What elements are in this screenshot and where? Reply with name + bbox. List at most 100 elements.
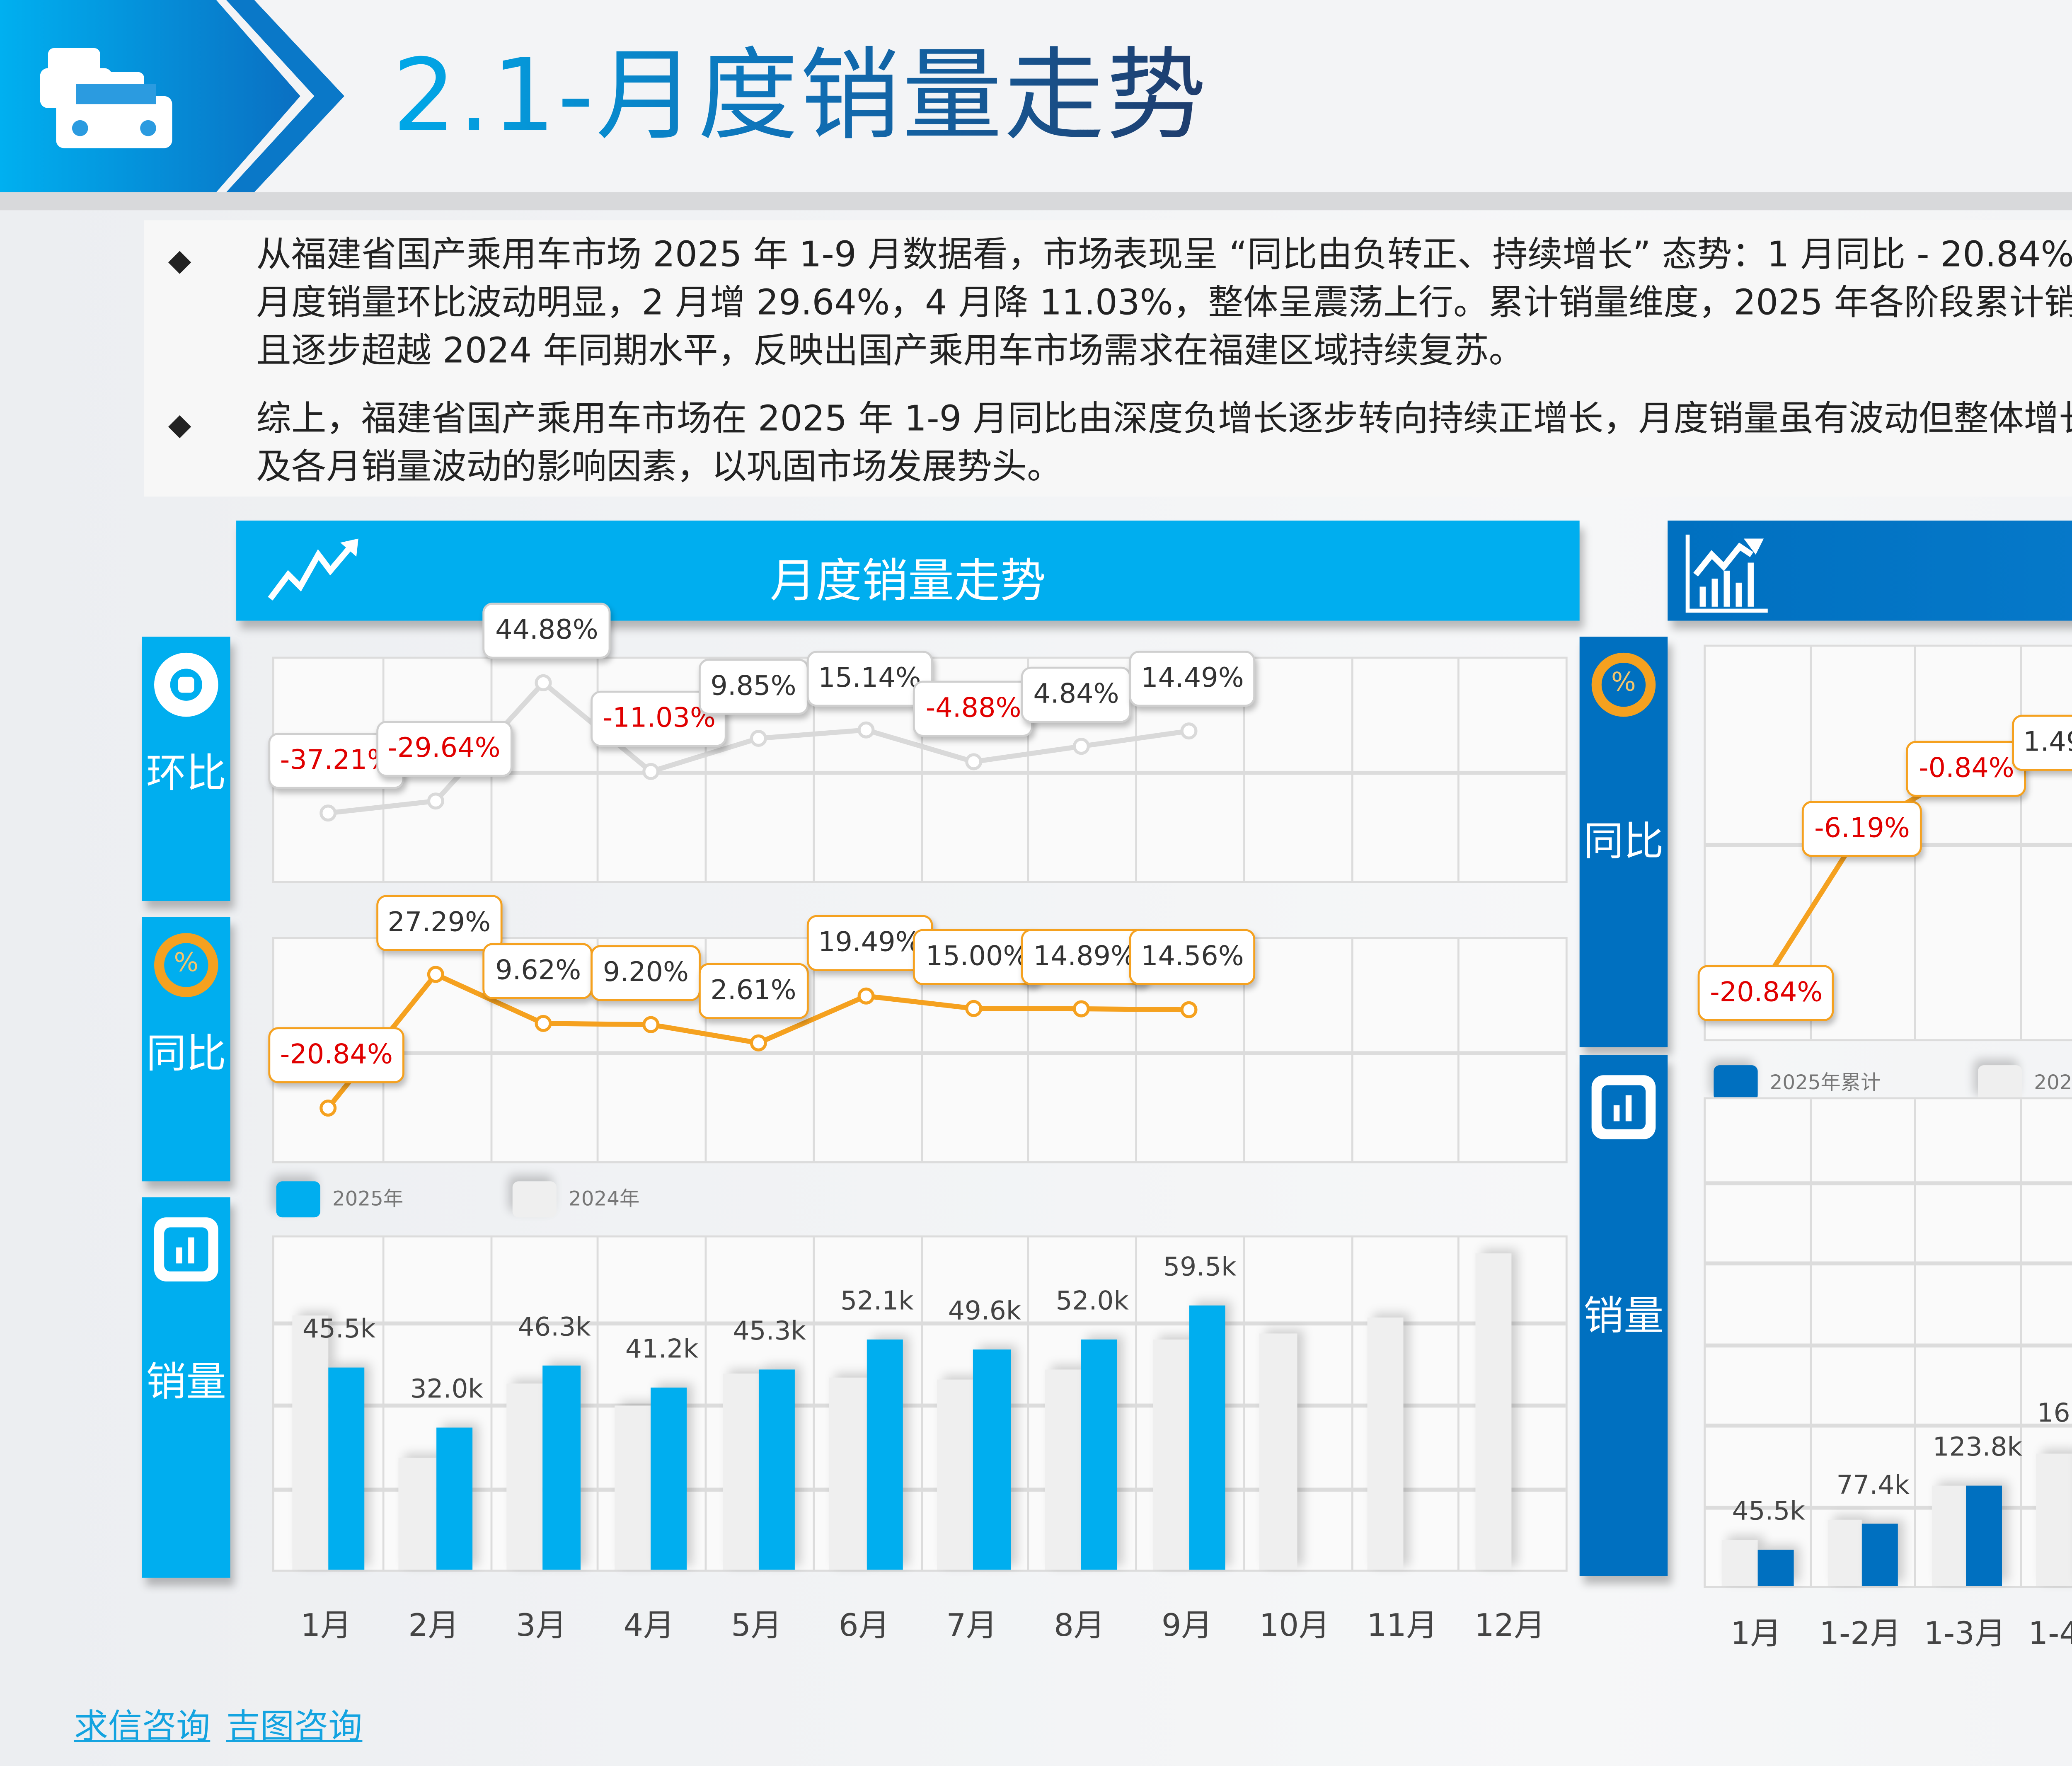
legend-swatch xyxy=(1978,1065,2022,1102)
data-label: 14.56% xyxy=(1129,930,1256,986)
side-label-yoy: 同比 xyxy=(146,1029,226,1078)
x-tick-label: 2月 xyxy=(408,1608,459,1644)
grid-line xyxy=(1706,1423,2072,1428)
bar-2024 xyxy=(2036,1454,2072,1586)
grid-line xyxy=(1706,1261,2072,1266)
data-label: 9.62% xyxy=(483,943,593,1000)
grid-line xyxy=(1027,1237,1030,1570)
grid-line xyxy=(920,1237,922,1570)
summary-box: ◆ 从福建省国产乘用车市场 2025 年 1-9 月数据看，市场表现呈 “同比由… xyxy=(144,220,2072,497)
bar-2024 xyxy=(399,1458,436,1570)
legend-swatch xyxy=(1714,1065,1758,1102)
bar-value-label: 45.3k xyxy=(733,1317,806,1347)
mom-line-chart: -37.21% -29.64% 44.88% -11.03% 9.85% 15.14% -4… xyxy=(268,603,1568,883)
bar-2025 xyxy=(1189,1306,1226,1570)
bar-value-label: 32.0k xyxy=(410,1376,483,1406)
grid-line xyxy=(489,1237,492,1570)
bar-chart-icon xyxy=(154,1217,218,1282)
header-band xyxy=(0,0,2072,192)
data-label: 15.14% xyxy=(806,650,933,706)
bar-2025 xyxy=(973,1350,1010,1570)
bar-2024 xyxy=(1827,1519,1862,1586)
bullet-2: ◆ 综上，福建省国产乘用车市场在 2025 年 1-9 月同比由深度负增长逐步转… xyxy=(168,400,2072,489)
bar-2025 xyxy=(1757,1549,1794,1586)
footer-link-jitu[interactable]: 吉图咨询 xyxy=(226,1708,363,1748)
bar-2024 xyxy=(937,1378,974,1570)
bar-2025 xyxy=(436,1428,472,1570)
data-label: 1.49% xyxy=(2011,714,2072,770)
data-label: 14.89% xyxy=(1021,928,1149,985)
side-tab-cum-sales: 销量 xyxy=(1579,1055,1668,1576)
cumulative-panel-header: 累计销量 xyxy=(1668,521,2072,621)
header-divider xyxy=(0,192,2072,211)
grid-line xyxy=(1706,1342,2072,1347)
x-tick-label: 7月 xyxy=(946,1608,997,1644)
bar-value-label: 52.0k xyxy=(1055,1287,1129,1318)
bar-2025 xyxy=(2071,1452,2072,1586)
x-tick-label: 1-4月 xyxy=(2028,1616,2072,1652)
x-tick-label: 9月 xyxy=(1161,1608,1213,1644)
monthly-x-axis: 1月 2月 3月 4月 5月 6月 7月 8月 9月 10月 11月 12月 xyxy=(272,1602,1564,1650)
legend-swatch xyxy=(512,1181,557,1218)
bar-2024 xyxy=(614,1405,651,1570)
page-title: 2.1-月度销量走势 xyxy=(392,36,1208,156)
bar-2025 xyxy=(1967,1485,2002,1586)
data-label: 14.49% xyxy=(1129,651,1256,707)
percent-icon: % xyxy=(1591,652,1656,717)
x-tick-label: 5月 xyxy=(731,1608,782,1644)
x-tick-label: 1-3月 xyxy=(1924,1616,2006,1652)
bar-2024 xyxy=(506,1383,543,1570)
data-label: -20.84% xyxy=(268,1028,405,1084)
bar-2024 xyxy=(291,1315,328,1570)
grid-line xyxy=(274,1050,1566,1054)
data-label: -4.88% xyxy=(913,681,1034,738)
legend-2025-cum: 2025年累计 xyxy=(1714,1065,1881,1102)
data-label: 4.84% xyxy=(1021,666,1131,722)
grid-line xyxy=(1350,1237,1353,1570)
bar-chart-icon xyxy=(1591,1075,1656,1139)
grid-line xyxy=(1706,1180,2072,1185)
bar-2024 xyxy=(1722,1539,1758,1586)
x-tick-label: 1月 xyxy=(300,1608,352,1644)
x-tick-label: 6月 xyxy=(838,1608,890,1644)
grid-line xyxy=(812,1237,815,1570)
grid-line xyxy=(274,1487,1566,1491)
data-label: -0.84% xyxy=(1907,740,2026,797)
x-tick-label: 1-2月 xyxy=(1819,1616,1901,1652)
grid-line xyxy=(1135,1237,1138,1570)
side-label-cum-yoy: 同比 xyxy=(1583,817,1664,865)
bar-2024 xyxy=(1045,1369,1082,1570)
footer-links: 求信咨询 吉图咨询 xyxy=(74,1698,378,1748)
cumulative-x-axis: 1月1-2月1-3月1-4月1-5月1-6月1-7月1-8月1-9月1-10月1… xyxy=(1704,1610,2072,1654)
bar-value-label: 165.0k xyxy=(2037,1400,2072,1430)
cars-icon xyxy=(40,48,172,148)
side-tab-mom: 环比 xyxy=(142,637,230,901)
growth-chart-icon xyxy=(1685,534,1768,613)
grid-line xyxy=(274,1320,1566,1325)
footer-link-qiuxin[interactable]: 求信咨询 xyxy=(74,1708,211,1748)
bar-value-label: 45.5k xyxy=(1732,1497,1805,1527)
bar-2024 xyxy=(1475,1252,1512,1570)
grid-line xyxy=(1242,1237,1245,1570)
legend-2024: 2024年 xyxy=(512,1181,639,1218)
side-label-sales: 销量 xyxy=(146,1357,226,1406)
grid-line xyxy=(274,770,1566,774)
data-label: -29.64% xyxy=(375,721,513,777)
bar-2025 xyxy=(328,1368,365,1570)
x-tick-label: 1月 xyxy=(1730,1616,1782,1652)
data-label: 2.61% xyxy=(698,963,808,1019)
bar-2024 xyxy=(1931,1485,1967,1586)
data-label: -6.19% xyxy=(1802,800,1922,857)
data-label: 9.85% xyxy=(698,658,808,715)
bar-2024 xyxy=(722,1374,759,1570)
bar-2024 xyxy=(1152,1339,1189,1570)
side-label-cum-sales: 销量 xyxy=(1583,1291,1664,1340)
bar-2025 xyxy=(543,1364,580,1570)
legend-swatch xyxy=(276,1181,320,1218)
bar-value-label: 52.1k xyxy=(840,1286,914,1317)
grid-line xyxy=(382,1237,384,1570)
side-tab-yoy: % 同比 xyxy=(142,917,230,1182)
trend-up-icon xyxy=(268,538,358,601)
x-tick-label: 12月 xyxy=(1474,1608,1545,1644)
bar-2024 xyxy=(1368,1317,1404,1570)
